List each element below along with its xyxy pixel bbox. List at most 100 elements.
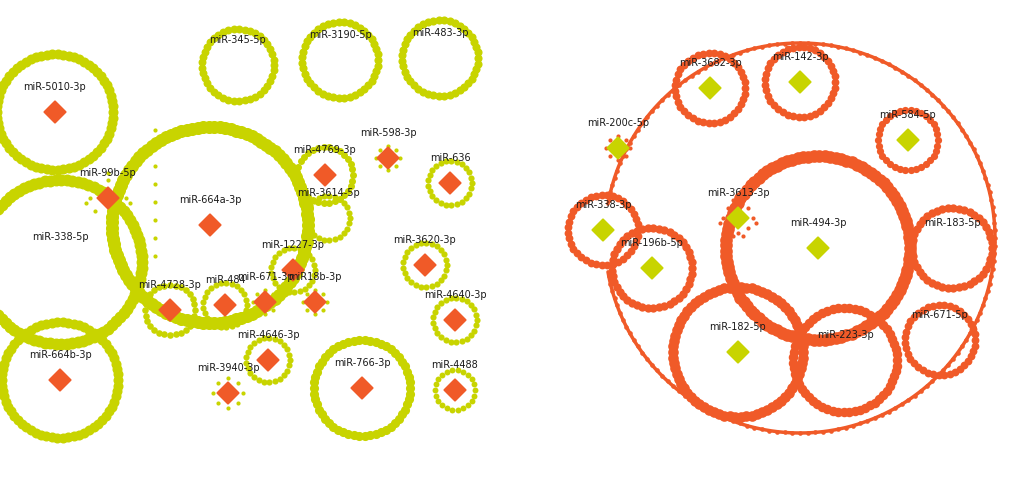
Point [614,152,631,160]
Point [715,284,732,292]
Point [873,152,890,160]
Point [424,192,440,200]
Point [934,102,951,109]
Point [34,52,50,59]
Text: miR-4488: miR-4488 [431,360,478,370]
Polygon shape [377,147,398,169]
Point [448,158,465,166]
Point [244,310,260,317]
Point [206,319,222,327]
Point [742,182,758,189]
Point [206,34,222,42]
Point [683,264,699,272]
Point [264,258,280,266]
Point [162,331,178,339]
Point [446,89,463,97]
Point [421,171,437,179]
Point [900,228,916,235]
Point [103,403,119,411]
Point [891,286,907,294]
Point [587,261,603,268]
Point [794,343,810,350]
Point [394,259,411,266]
Point [305,196,321,204]
Point [605,174,622,182]
Point [0,87,9,94]
Point [336,151,353,159]
Point [266,61,282,69]
Point [773,329,790,337]
Point [17,158,34,166]
Point [225,97,242,105]
Point [629,226,645,234]
Point [66,54,83,61]
Point [207,281,223,289]
Point [33,431,49,439]
Point [122,216,139,224]
Point [765,55,782,63]
Point [941,303,957,310]
Point [331,195,347,203]
Point [356,86,372,93]
Point [220,26,236,34]
Point [264,72,280,80]
Point [297,285,313,293]
Point [753,409,769,416]
Point [924,370,941,378]
Point [28,324,44,331]
Point [978,181,995,189]
Point [666,81,683,89]
Polygon shape [443,379,466,401]
Point [775,40,792,47]
Point [64,177,81,185]
Point [423,240,439,248]
Point [153,306,169,314]
Point [367,430,383,438]
Point [665,231,682,239]
Point [893,207,909,215]
Point [783,312,799,319]
Point [727,413,743,421]
Point [672,103,688,110]
Point [965,323,981,330]
Point [432,159,448,167]
Point [449,406,466,413]
Point [674,239,690,246]
Point [463,75,479,83]
Point [896,333,912,341]
Point [758,321,774,328]
Point [251,376,267,384]
Point [107,246,123,253]
Point [401,77,418,85]
Point [133,264,150,272]
Point [669,375,686,382]
Point [211,124,227,131]
Point [454,368,471,376]
Point [306,384,322,392]
Point [393,52,410,59]
Point [730,105,746,113]
Point [144,142,160,150]
Point [307,286,323,294]
Point [614,292,631,300]
Point [933,283,950,291]
Point [624,229,640,237]
Point [265,306,281,314]
Point [306,272,322,279]
Point [302,79,318,87]
Point [317,415,333,423]
Point [256,86,272,94]
Point [784,333,800,340]
Point [700,406,716,414]
Point [147,180,163,188]
Point [447,338,464,346]
Point [368,67,384,75]
Point [619,201,635,208]
Point [909,309,925,317]
Point [168,313,184,321]
Point [100,212,116,220]
Point [815,53,832,61]
Point [104,229,120,237]
Point [968,316,984,324]
Point [413,239,429,247]
